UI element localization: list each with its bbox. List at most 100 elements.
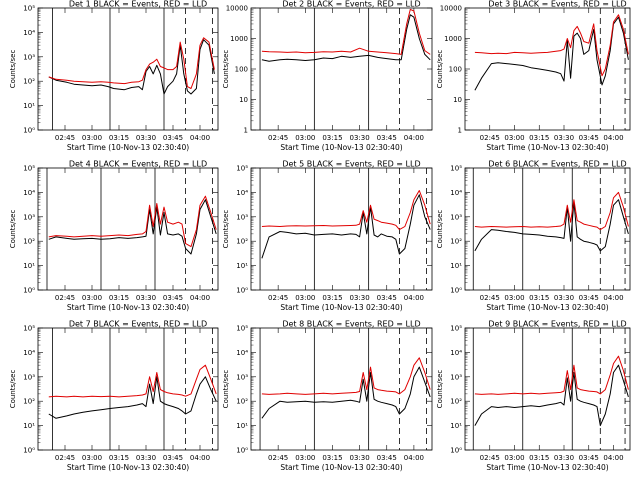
series-events-line (48, 376, 217, 419)
plot-frame (37, 7, 219, 131)
y-tick-label: 10¹ (450, 262, 462, 270)
y-axis-label: Counts/sec (9, 210, 17, 249)
x-axis-label: Start Time (10-Nov-13 02:30:40) (67, 463, 189, 472)
y-tick-label: 10⁴ (236, 349, 248, 357)
y-tick-label: 10² (450, 238, 462, 246)
y-tick-label: 10³ (23, 53, 35, 61)
panel-det-4: 10⁰ 10¹ 10² 10³ 10⁴ 10⁵ 02:45 03:00 03:15 03:30 03… (9, 160, 219, 312)
y-tick-label: 10⁰ (450, 287, 462, 295)
x-tick-label: 03:15 (322, 134, 342, 142)
x-tick-label: 04:00 (603, 294, 623, 302)
x-tick-label: 03:00 (295, 134, 315, 142)
panel-title: Det 7 BLACK = Events, RED = LLD (69, 320, 207, 329)
x-tick-label: 03:00 (295, 294, 315, 302)
y-axis-label: Counts/sec (222, 370, 230, 409)
series-lld-line (261, 357, 431, 395)
x-tick-label: 04:00 (404, 294, 424, 302)
series-events-line (474, 16, 629, 91)
series-lld-line (48, 37, 215, 89)
y-tick-label: 10⁵ (23, 5, 35, 13)
x-tick-label: 03:30 (554, 134, 574, 142)
x-tick-label: 03:45 (163, 294, 183, 302)
y-tick-label: 10⁴ (23, 349, 35, 357)
y-tick-label: 10⁵ (450, 165, 462, 173)
y-axis-label: Counts/sec (436, 370, 444, 409)
y-tick-label: 10⁵ (23, 165, 35, 173)
y-axis-label: Counts/sec (9, 50, 17, 89)
x-tick-label: 03:15 (109, 294, 129, 302)
panel-title: Det 9 BLACK = Events, RED = LLD (488, 320, 626, 329)
x-tick-label: 04:00 (190, 454, 210, 462)
x-tick-label: 03:15 (529, 294, 549, 302)
x-tick-label: 03:45 (377, 134, 397, 142)
x-tick-label: 03:30 (136, 134, 156, 142)
x-tick-label: 02:45 (480, 454, 500, 462)
x-tick-label: 03:30 (350, 294, 370, 302)
series-events-line (474, 199, 629, 252)
panel-det-6: 10⁰ 10¹ 10² 10³ 10⁴ 10⁵ 02:45 03:00 03:15 03:30 03… (436, 160, 631, 312)
y-axis-label: Counts/sec (9, 370, 17, 409)
y-tick-label: 10² (236, 238, 248, 246)
series-lld-line (48, 364, 217, 398)
plot-frame (37, 327, 219, 451)
x-tick-label: 02:45 (268, 134, 288, 142)
x-tick-label: 02:45 (55, 294, 75, 302)
y-tick-label: 1000 (444, 35, 462, 43)
x-tick-label: 03:30 (350, 134, 370, 142)
x-tick-label: 03:00 (82, 294, 102, 302)
y-tick-label: 10² (236, 398, 248, 406)
panel-det-2: 1 10 100 1000 10000 02:45 03:00 03:15 03:30 03:45… (222, 0, 433, 152)
x-tick-label: 02:45 (268, 294, 288, 302)
plot-frame (37, 167, 219, 291)
x-axis-label: Start Time (10-Nov-13 02:30:40) (67, 303, 189, 312)
y-tick-label: 10¹ (450, 422, 462, 430)
x-tick-label: 03:00 (295, 454, 315, 462)
series-events-line (474, 364, 629, 427)
series-lld-line (261, 8, 431, 55)
y-tick-label: 1000 (230, 35, 248, 43)
y-tick-label: 10³ (450, 373, 462, 381)
x-tick-label: 04:00 (190, 294, 210, 302)
panel-det-9: 10⁰ 10¹ 10² 10³ 10⁴ 10⁵ 02:45 03:00 03:15 03:30 03… (436, 320, 631, 472)
y-tick-label: 10⁴ (450, 189, 462, 197)
y-axis-label: Counts/sec (436, 210, 444, 249)
y-tick-label: 10¹ (236, 262, 248, 270)
y-tick-label: 10⁰ (23, 127, 35, 135)
y-tick-label: 10¹ (23, 102, 35, 110)
plot-frame (250, 327, 433, 451)
x-tick-label: 04:00 (603, 134, 623, 142)
x-tick-label: 03:00 (82, 454, 102, 462)
x-axis-label: Start Time (10-Nov-13 02:30:40) (280, 143, 402, 152)
series-lld-line (474, 191, 629, 231)
y-tick-label: 10 (453, 96, 462, 104)
y-tick-label: 10³ (23, 373, 35, 381)
x-tick-label: 03:30 (136, 294, 156, 302)
y-tick-label: 10⁴ (236, 189, 248, 197)
y-tick-label: 10⁰ (236, 447, 248, 455)
y-tick-label: 10⁵ (236, 325, 248, 333)
x-tick-label: 03:15 (109, 134, 129, 142)
x-axis-label: Start Time (10-Nov-13 02:30:40) (486, 143, 608, 152)
plot-frame (464, 167, 631, 291)
x-axis-label: Start Time (10-Nov-13 02:30:40) (486, 463, 608, 472)
x-axis-label: Start Time (10-Nov-13 02:30:40) (280, 463, 402, 472)
x-tick-label: 03:30 (554, 294, 574, 302)
series-events-line (261, 14, 431, 62)
y-tick-label: 1 (244, 127, 248, 135)
plot-frame (250, 7, 433, 131)
y-tick-label: 10⁰ (236, 287, 248, 295)
y-tick-label: 10³ (450, 213, 462, 221)
x-tick-label: 03:15 (529, 454, 549, 462)
y-tick-label: 10⁴ (450, 349, 462, 357)
panel-title: Det 5 BLACK = Events, RED = LLD (282, 160, 420, 169)
y-axis-label: Counts/sec (222, 210, 230, 249)
x-tick-label: 03:00 (504, 294, 524, 302)
panel-title: Det 2 BLACK = Events, RED = LLD (282, 0, 420, 9)
x-axis-label: Start Time (10-Nov-13 02:30:40) (280, 303, 402, 312)
y-tick-label: 10⁰ (450, 447, 462, 455)
y-tick-label: 10² (450, 398, 462, 406)
panel-title: Det 8 BLACK = Events, RED = LLD (282, 320, 420, 329)
y-tick-label: 10⁵ (450, 325, 462, 333)
y-tick-label: 10² (23, 78, 35, 86)
x-tick-label: 02:45 (55, 134, 75, 142)
